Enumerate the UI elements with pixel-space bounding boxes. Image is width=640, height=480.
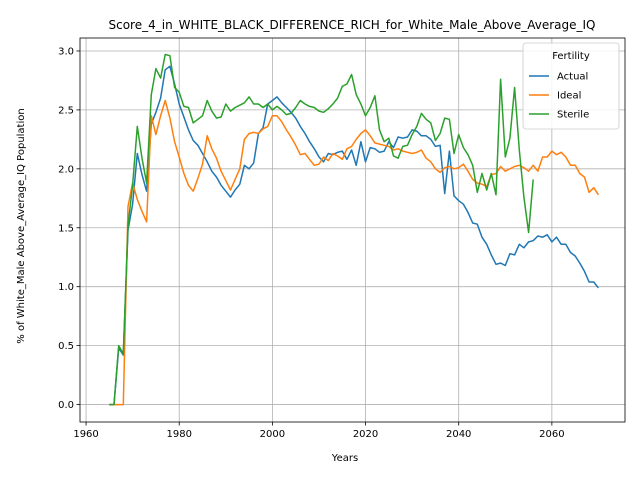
legend-label-actual: Actual — [557, 72, 588, 83]
chart-title: Score_4_in_WHITE_BLACK_DIFFERENCE_RICH_f… — [109, 18, 596, 32]
y-axis-label: % of White_Male Above_Average_IQ Populat… — [16, 108, 27, 343]
legend-label-sterile: Sterile — [557, 110, 589, 121]
x-tick-label: 2000 — [260, 429, 285, 440]
series-layer — [109, 53, 600, 406]
y-tick-label: 0.5 — [58, 341, 74, 352]
series-line-sterile — [109, 53, 534, 406]
legend-label-ideal: Ideal — [557, 91, 581, 102]
grid — [80, 38, 625, 422]
x-tick-label: 2040 — [446, 429, 471, 440]
y-tick-label: 1.0 — [58, 282, 74, 293]
y-tick-label: 1.5 — [58, 223, 74, 234]
x-tick-label: 1980 — [166, 429, 191, 440]
series-line-ideal — [109, 99, 600, 406]
plot-frame — [79, 37, 626, 423]
x-axis-label: Years — [331, 453, 358, 464]
y-tick-label: 2.5 — [58, 105, 74, 116]
y-axis-ticks: 0.0 0.5 1.0 1.5 2.0 2.5 3.0 — [58, 46, 80, 411]
legend-box — [522, 42, 620, 130]
legend: Fertility Actual Ideal Sterile — [522, 42, 620, 130]
y-tick-label: 0.0 — [58, 400, 74, 411]
y-tick-label: 3.0 — [58, 46, 74, 57]
x-tick-label: 1960 — [73, 429, 98, 440]
legend-title: Fertility — [552, 51, 590, 62]
series-line-actual — [109, 65, 599, 406]
x-tick-label: 2020 — [353, 429, 378, 440]
x-axis-ticks: 1960 1980 2000 2020 2040 2060 — [73, 422, 565, 440]
legend-items: Actual Ideal Sterile — [529, 72, 589, 121]
x-tick-label: 2060 — [539, 429, 564, 440]
y-tick-label: 2.0 — [58, 164, 74, 175]
